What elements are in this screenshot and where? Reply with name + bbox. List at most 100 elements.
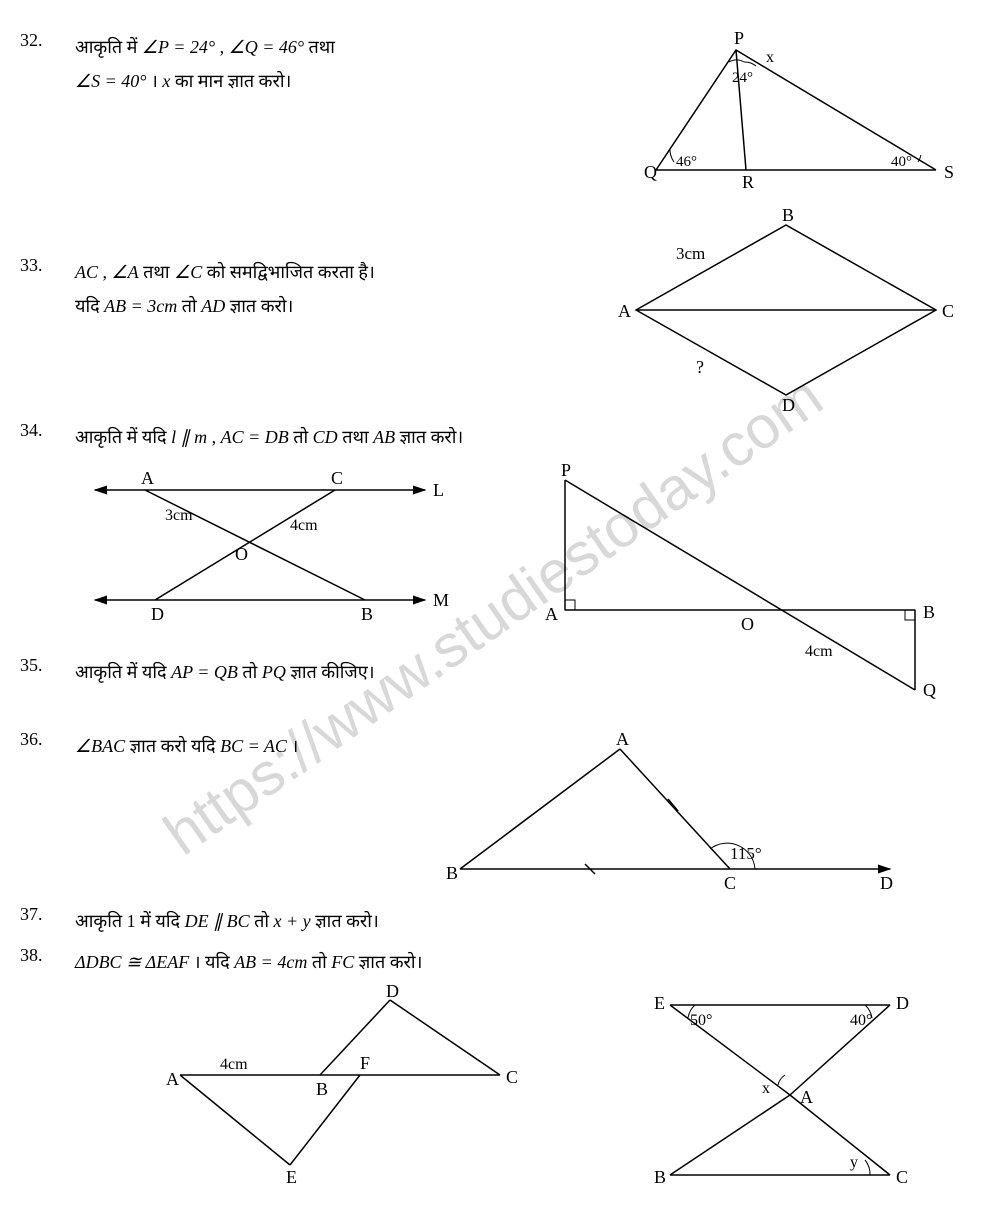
- q35-pq: PQ: [262, 662, 286, 682]
- q34-text: आकृति में यदि l ∥ m , AC = DB तो CD तथा …: [75, 420, 966, 454]
- q38-number: 38.: [20, 945, 75, 966]
- lbl-yR: y: [850, 1154, 858, 1171]
- q36-bcac: BC = AC: [220, 736, 287, 756]
- q37-text: आकृति 1 में यदि DE ∥ BC तो x + y ज्ञात क…: [75, 904, 966, 938]
- q38-cong: ΔDBC ≅ ΔEAF: [75, 952, 189, 972]
- q37-xy: x + y: [274, 911, 311, 931]
- lbl-C34: C: [331, 468, 343, 488]
- lbl-F38: F: [360, 1053, 370, 1073]
- q32-eqS: ∠S = 40°: [75, 71, 146, 91]
- lbl-B36: B: [446, 863, 458, 883]
- lbl-3cm34: 3cm: [165, 507, 193, 524]
- q33-text: AC , ∠A तथा ∠C को समद्विभाजित करता है। य…: [75, 255, 606, 323]
- q34-acdb: AC = DB: [221, 427, 289, 447]
- lbl-A36: A: [616, 729, 629, 749]
- lbl-D36: D: [880, 873, 893, 893]
- lbl-xR: x: [762, 1080, 770, 1097]
- lbl-O34: O: [235, 544, 248, 564]
- q38-ta: । यदि: [194, 952, 234, 972]
- q32-figure: P x 24° Q 46° R 40° S: [636, 30, 966, 195]
- q33-td: तो: [182, 296, 201, 316]
- lbl-D34: D: [151, 604, 164, 624]
- lbl-B33: B: [782, 205, 794, 225]
- q38-figure-left: A B C D E F 4cm: [160, 985, 640, 1190]
- lbl-B34: B: [361, 604, 373, 624]
- lbl-40R: 40°: [850, 1012, 872, 1029]
- q32-t4: का मान ज्ञात करो।: [175, 71, 292, 91]
- q33-tb: को समद्विभाजित करता है।: [207, 262, 375, 282]
- lbl-R: R: [742, 172, 754, 190]
- lbl-Q: Q: [644, 162, 657, 182]
- q33-ad: AD: [201, 296, 225, 316]
- lbl-E38: E: [286, 1167, 297, 1185]
- lbl-P: P: [734, 30, 744, 48]
- question-32: 32. आकृति में ∠P = 24° , ∠Q = 46° तथा ∠S…: [20, 30, 636, 98]
- q36-figure: A B C D 115°: [440, 729, 966, 904]
- q32-t3: ।: [151, 71, 162, 91]
- q38-fc: FC: [331, 952, 354, 972]
- lbl-A33: A: [618, 301, 631, 321]
- q33-ta: तथा: [143, 262, 174, 282]
- q35-tb: तो: [242, 662, 261, 682]
- q32-eqQ: ∠Q = 46°: [229, 37, 304, 57]
- lbl-O35: O: [741, 614, 754, 634]
- lbl-x: x: [766, 49, 774, 66]
- q32-x: x: [162, 71, 170, 91]
- q32-text: आकृति में ∠P = 24° , ∠Q = 46° तथा ∠S = 4…: [75, 30, 636, 98]
- lbl-M34: M: [433, 590, 449, 610]
- q33-ab3: AB = 3cm: [104, 296, 177, 316]
- q36-tb: ।: [291, 736, 298, 756]
- q32-eqP: ∠P = 24°: [142, 37, 215, 57]
- q38-tc: ज्ञात करो।: [359, 952, 423, 972]
- lbl-A34: A: [141, 468, 154, 488]
- lbl-CR: C: [896, 1167, 908, 1187]
- q37-ta: आकृति 1 में यदि: [75, 911, 185, 931]
- q36-bac: ∠BAC: [75, 736, 125, 756]
- lbl-D38: D: [386, 985, 399, 1001]
- lbl-AR: A: [800, 1087, 813, 1107]
- q37-debc: DE ∥ BC: [185, 911, 250, 931]
- lbl-B35: B: [923, 602, 935, 622]
- q32-t1: आकृति में: [75, 37, 142, 57]
- q33-figure: A B C D 3cm ?: [606, 205, 966, 420]
- lbl-q33: ?: [696, 357, 704, 377]
- q38-ab4: AB = 4cm: [234, 952, 307, 972]
- q33-aA: ∠A: [112, 262, 139, 282]
- q33-aC: ∠C: [174, 262, 202, 282]
- question-34: 34. आकृति में यदि l ∥ m , AC = DB तो CD …: [20, 420, 966, 454]
- question-33: 33. AC , ∠A तथा ∠C को समद्विभाजित करता ह…: [20, 255, 606, 323]
- q38-tb: तो: [312, 952, 331, 972]
- q38-text: ΔDBC ≅ ΔEAF । यदि AB = 4cm तो FC ज्ञात क…: [75, 945, 966, 979]
- lbl-ER: E: [654, 993, 665, 1013]
- lbl-DR: D: [896, 993, 909, 1013]
- question-37: 37. आकृति 1 में यदि DE ∥ BC तो x + y ज्ञ…: [20, 904, 966, 938]
- lbl-115: 115°: [730, 844, 762, 863]
- q37-number: 37.: [20, 904, 75, 925]
- lbl-4cm38: 4cm: [220, 1056, 248, 1073]
- q35-number: 35.: [20, 655, 75, 676]
- q35-apqb: AP = QB: [171, 662, 238, 682]
- page-content: 32. आकृति में ∠P = 24° , ∠Q = 46° तथा ∠S…: [20, 30, 966, 1200]
- q33-sep: ,: [103, 262, 112, 282]
- lbl-BR: B: [654, 1167, 666, 1187]
- lbl-40: 40°: [891, 154, 912, 170]
- q33-number: 33.: [20, 255, 75, 276]
- q34-tc: तथा: [342, 427, 373, 447]
- q32-number: 32.: [20, 30, 75, 51]
- q33-te: ज्ञात करो।: [230, 296, 294, 316]
- q34-cd: CD: [313, 427, 338, 447]
- q36-ta: ज्ञात करो यदि: [130, 736, 220, 756]
- q36-text: ∠BAC ज्ञात करो यदि BC = AC ।: [75, 729, 440, 763]
- q35-ta: आकृति में यदि: [75, 662, 171, 682]
- q34-td: ज्ञात करो।: [400, 427, 464, 447]
- lbl-S: S: [944, 162, 954, 182]
- q34-figure: A C L D B M O 3cm 4cm: [75, 460, 505, 635]
- lbl-D33: D: [782, 395, 795, 415]
- q38-figure-right: E D A B C 50° 40° x y: [640, 985, 966, 1200]
- lbl-P35: P: [561, 460, 571, 480]
- lbl-4cm34: 4cm: [290, 517, 318, 534]
- q34-tb: तो: [293, 427, 312, 447]
- lbl-46: 46°: [676, 154, 697, 170]
- question-35: 35. आकृति में यदि AP = QB तो PQ ज्ञात की…: [20, 655, 966, 689]
- lbl-50R: 50°: [690, 1012, 712, 1029]
